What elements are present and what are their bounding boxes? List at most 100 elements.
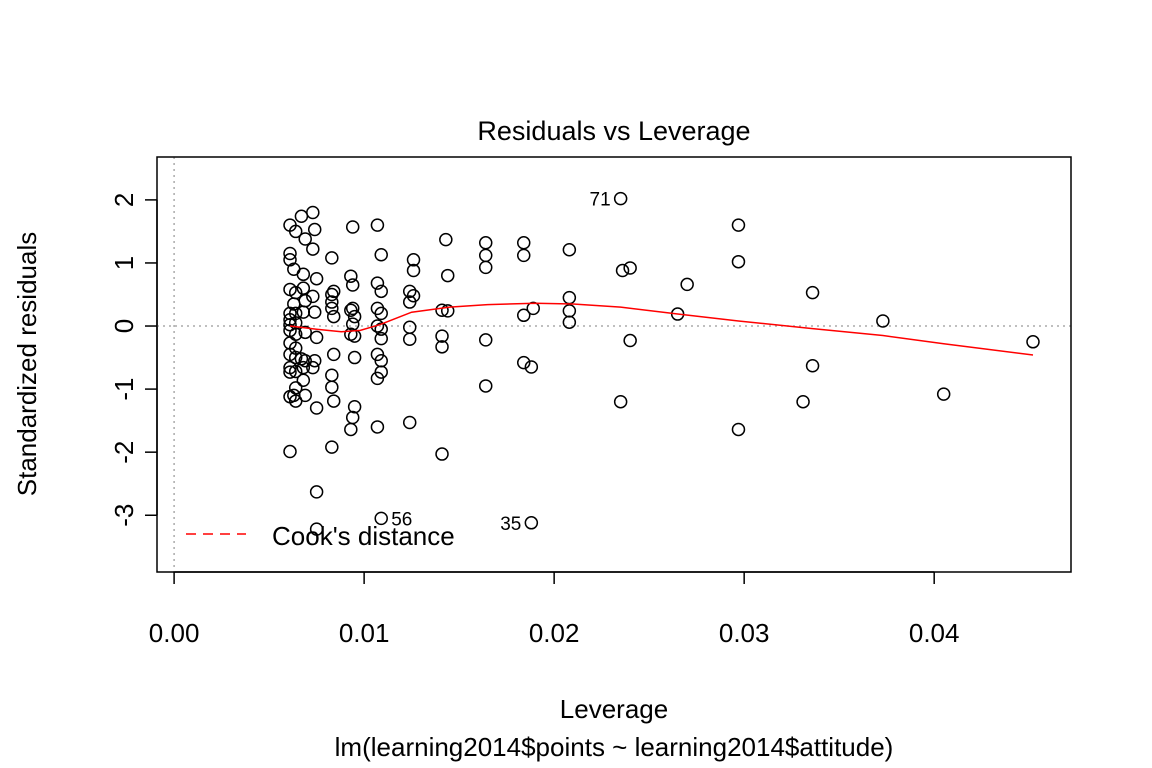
data-point [347,350,362,365]
data-point [294,209,309,224]
data-point [306,205,320,220]
data-point [307,222,322,237]
data-point [296,267,311,282]
data-point [402,332,417,347]
data-point [345,301,360,316]
legend-label: Cook's distance [272,521,455,551]
data-point [435,447,449,461]
data-point [562,242,577,257]
chart-subtitle: lm(learning2014$points ~ learning2014$at… [335,732,894,762]
data-point [402,284,417,299]
data-point [374,284,388,299]
y-axis-label: Standardized residuals [12,232,42,497]
data-point [805,359,820,373]
data-point [283,253,297,267]
data-point [516,355,531,370]
data-point [796,394,810,409]
point-labels: 71 56 35 [391,190,610,535]
data-point [326,309,341,324]
data-point [309,271,324,286]
data-point [325,301,339,316]
smooth-line [289,302,1034,356]
data-point [615,263,630,278]
data-point [478,260,493,275]
data-point [623,261,637,275]
plot-frame [156,156,1072,573]
reference-lines [157,157,1071,572]
data-point [347,329,362,343]
data-point [406,263,421,278]
data-point [524,360,539,374]
data-point [326,284,341,299]
data-point [374,248,388,262]
data-point [325,295,339,309]
data-point [374,511,388,526]
smooth-line-layer [289,302,1034,356]
data-point [309,401,324,415]
data-point [298,232,312,246]
data-point [680,277,694,292]
data-point [344,422,358,437]
data-point [516,248,531,263]
point-label: 71 [590,190,611,211]
data-point [296,305,311,319]
x-tick-label: 0.04 [909,618,960,648]
data-point [306,242,320,256]
data-point [326,394,341,408]
data-point [370,276,385,290]
y-tick-label: -2 [109,441,139,464]
data-point [435,303,449,318]
data-point [440,268,455,283]
y-tick-label: 1 [109,256,139,270]
y-tick-label: 2 [109,193,139,207]
data-point [344,269,358,283]
data-point [326,347,341,362]
data-point [370,319,385,333]
data-point [526,301,540,316]
data-point [435,340,449,354]
data-point [402,295,417,309]
data-point [283,365,297,379]
data-point [309,485,324,499]
data-point [478,236,493,250]
data-point [613,191,628,206]
x-tick-label: 0.01 [339,618,390,648]
data-point [345,278,360,292]
data-point [309,330,324,345]
x-tick-label: 0.00 [149,618,200,648]
data-point [562,315,577,329]
data-point [298,325,312,340]
data-point [374,306,388,321]
data-point [731,422,746,437]
data-point [1026,335,1040,349]
data-point [325,368,339,382]
data-point [345,220,360,234]
data-point [298,353,312,368]
data-point [283,444,297,459]
data-point [516,236,531,250]
data-point [296,281,311,295]
data-point [325,287,339,302]
data-point [623,333,637,348]
data-point [347,309,362,324]
point-label: 35 [500,514,521,535]
data-point [524,516,539,530]
data-point [516,308,531,323]
data-point [306,360,320,375]
data-point [345,410,360,425]
data-point [287,297,301,311]
data-point [288,364,303,379]
data-point [288,350,303,365]
x-axis-label: Leverage [560,694,668,724]
data-point [440,304,455,318]
x-axis: 0.00 0.01 0.02 0.03 0.04 [149,571,960,648]
data-point [370,371,385,386]
data-point [478,248,493,263]
legend: Cook's distance [186,521,455,551]
data-point [288,224,303,239]
data-point [936,387,951,401]
data-point [406,253,421,267]
data-point [296,373,311,388]
data-point [347,400,362,414]
